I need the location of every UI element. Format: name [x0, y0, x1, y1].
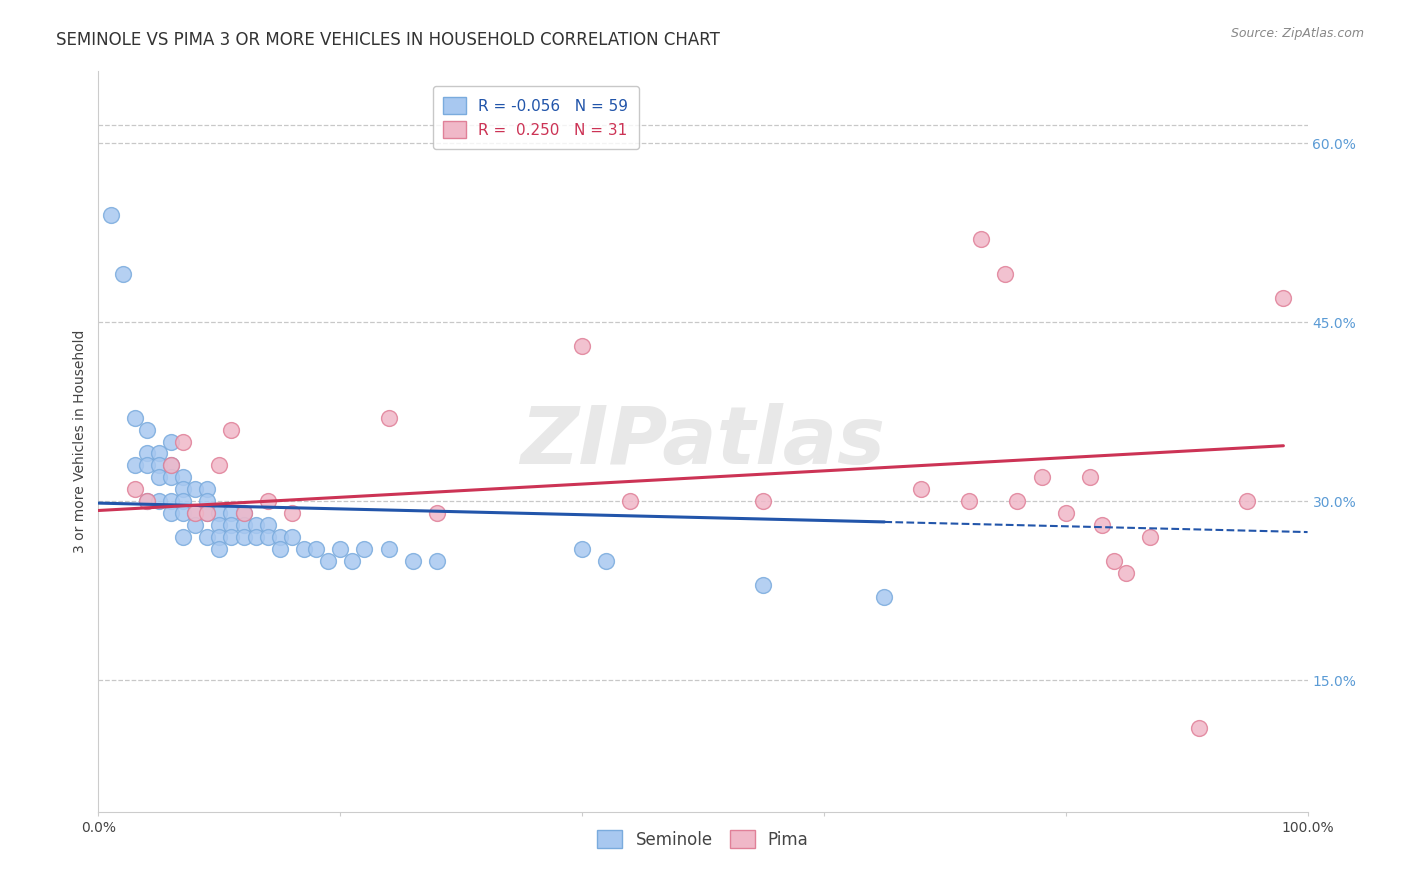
Point [160, 494, 183, 508]
Point [148, 470, 170, 484]
Point [426, 554, 449, 568]
Point [619, 494, 641, 508]
Point [148, 458, 170, 473]
Point [353, 541, 375, 556]
Point [208, 458, 231, 473]
Point [195, 506, 218, 520]
Point [281, 530, 304, 544]
Point [195, 494, 218, 508]
Point [232, 518, 254, 533]
Point [100, 208, 122, 222]
Point [160, 458, 183, 473]
Point [1007, 494, 1029, 508]
Point [124, 483, 146, 497]
Point [172, 434, 194, 449]
Point [221, 423, 243, 437]
Point [305, 541, 328, 556]
Point [148, 494, 170, 508]
Point [269, 541, 291, 556]
Legend: Seminole, Pima: Seminole, Pima [591, 823, 815, 855]
Point [135, 458, 157, 473]
Text: ZIPatlas: ZIPatlas [520, 402, 886, 481]
Point [245, 530, 267, 544]
Point [172, 506, 194, 520]
Point [124, 458, 146, 473]
Point [957, 494, 980, 508]
Point [1139, 530, 1161, 544]
Point [994, 268, 1017, 282]
Point [281, 506, 304, 520]
Point [1078, 470, 1101, 484]
Point [873, 590, 896, 604]
Point [160, 470, 183, 484]
Point [208, 530, 231, 544]
Point [195, 506, 218, 520]
Point [1054, 506, 1077, 520]
Point [221, 506, 243, 520]
Point [160, 506, 183, 520]
Point [256, 530, 278, 544]
Point [135, 423, 157, 437]
Point [1115, 566, 1137, 580]
Point [172, 483, 194, 497]
Point [160, 434, 183, 449]
Text: Source: ZipAtlas.com: Source: ZipAtlas.com [1230, 27, 1364, 40]
Point [221, 518, 243, 533]
Point [910, 483, 932, 497]
Point [595, 554, 617, 568]
Point [342, 554, 364, 568]
Point [124, 410, 146, 425]
Point [316, 554, 339, 568]
Point [256, 518, 278, 533]
Point [1188, 721, 1211, 735]
Point [184, 506, 207, 520]
Point [148, 446, 170, 460]
Point [1102, 554, 1125, 568]
Point [172, 494, 194, 508]
Text: SEMINOLE VS PIMA 3 OR MORE VEHICLES IN HOUSEHOLD CORRELATION CHART: SEMINOLE VS PIMA 3 OR MORE VEHICLES IN H… [56, 31, 720, 49]
Point [208, 506, 231, 520]
Point [1272, 291, 1295, 305]
Point [221, 530, 243, 544]
Point [1236, 494, 1258, 508]
Point [195, 530, 218, 544]
Point [329, 541, 352, 556]
Point [752, 494, 775, 508]
Point [111, 268, 134, 282]
Point [184, 483, 207, 497]
Point [172, 470, 194, 484]
Point [135, 494, 157, 508]
Point [402, 554, 425, 568]
Point [571, 339, 593, 353]
Point [1091, 518, 1114, 533]
Point [232, 506, 254, 520]
Point [377, 541, 399, 556]
Point [245, 518, 267, 533]
Point [135, 446, 157, 460]
Point [377, 410, 399, 425]
Point [571, 541, 593, 556]
Point [184, 506, 207, 520]
Point [160, 458, 183, 473]
Point [269, 530, 291, 544]
Point [232, 530, 254, 544]
Point [426, 506, 449, 520]
Point [135, 494, 157, 508]
Point [256, 494, 278, 508]
Point [752, 578, 775, 592]
Point [1031, 470, 1053, 484]
Point [970, 231, 993, 245]
Point [232, 506, 254, 520]
Point [184, 518, 207, 533]
Point [208, 541, 231, 556]
Point [172, 530, 194, 544]
Point [208, 518, 231, 533]
Y-axis label: 3 or more Vehicles in Household: 3 or more Vehicles in Household [73, 330, 87, 553]
Point [292, 541, 315, 556]
Point [195, 483, 218, 497]
